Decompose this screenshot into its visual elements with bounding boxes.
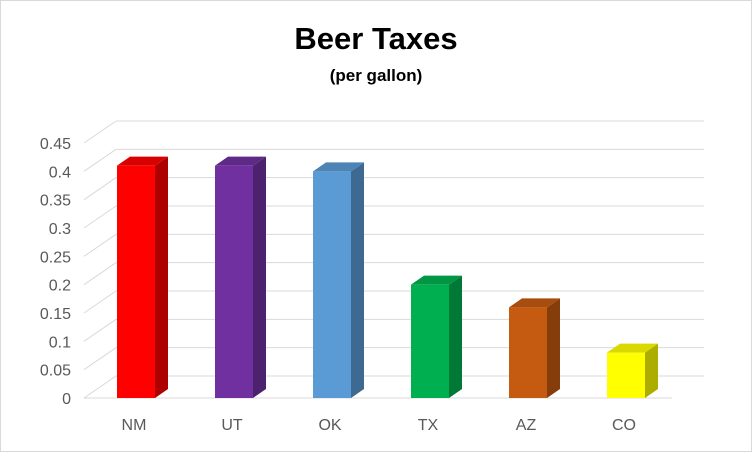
bar-side xyxy=(449,275,462,398)
y-tick-label: 0.45 xyxy=(40,136,71,153)
x-tick-label: CO xyxy=(612,417,636,434)
bar-az xyxy=(509,298,560,398)
bar-top xyxy=(411,275,462,285)
x-tick-label: UT xyxy=(221,417,243,434)
bar-front xyxy=(509,307,547,398)
bar-nm xyxy=(117,156,168,398)
y-tick-label: 0 xyxy=(62,391,71,408)
x-tick-label: NM xyxy=(122,417,147,434)
grid-diagonal xyxy=(83,375,117,399)
x-tick-label: AZ xyxy=(516,417,537,434)
y-axis-ticks: 0 0.05 0.1 0.15 0.2 0.25 0.3 0.35 0.4 0.45 xyxy=(40,136,71,408)
bar-top xyxy=(313,162,364,172)
y-tick-label: 0.1 xyxy=(49,334,71,351)
bar-side xyxy=(253,156,266,398)
grid-diagonal xyxy=(83,318,117,342)
x-tick-label: OK xyxy=(318,417,341,434)
x-tick-label: TX xyxy=(418,417,439,434)
y-tick-label: 0.4 xyxy=(49,164,71,181)
bar-front xyxy=(313,171,351,398)
bar-side xyxy=(645,343,658,398)
chart-subtitle: (per gallon) xyxy=(329,66,423,85)
bar-co xyxy=(607,343,658,398)
bars xyxy=(117,156,658,398)
grid-diagonal xyxy=(83,120,117,144)
grid-diagonal xyxy=(83,233,117,257)
bar-top xyxy=(117,156,168,166)
bar-front xyxy=(215,165,253,398)
grid-diagonal xyxy=(83,177,117,201)
grid-diagonal xyxy=(83,290,117,314)
bar-ut xyxy=(215,156,266,398)
bar-tx xyxy=(411,275,462,398)
grid-diagonal xyxy=(83,205,117,229)
y-tick-label: 0.25 xyxy=(40,249,71,266)
y-tick-label: 0.2 xyxy=(49,278,71,295)
bar-front xyxy=(607,352,645,398)
bar-side xyxy=(351,162,364,398)
grid-diagonal xyxy=(83,347,117,371)
bar-ok xyxy=(313,162,364,398)
grid-diagonal xyxy=(83,262,117,286)
grid-diagonal xyxy=(83,148,117,172)
gridlines xyxy=(83,120,704,399)
y-tick-label: 0.05 xyxy=(40,363,71,380)
bar-front xyxy=(117,165,155,398)
y-tick-label: 0.15 xyxy=(40,306,71,323)
y-tick-label: 0.35 xyxy=(40,193,71,210)
x-axis-labels: NM UT OK TX AZ CO xyxy=(122,417,636,434)
bar-side xyxy=(155,156,168,398)
bar-side xyxy=(547,298,560,398)
bar-top xyxy=(215,156,266,166)
bar-front xyxy=(411,284,449,398)
chart-title: Beer Taxes xyxy=(294,21,458,56)
y-tick-label: 0.3 xyxy=(49,221,71,238)
bar-top xyxy=(607,343,658,353)
bar-top xyxy=(509,298,560,308)
